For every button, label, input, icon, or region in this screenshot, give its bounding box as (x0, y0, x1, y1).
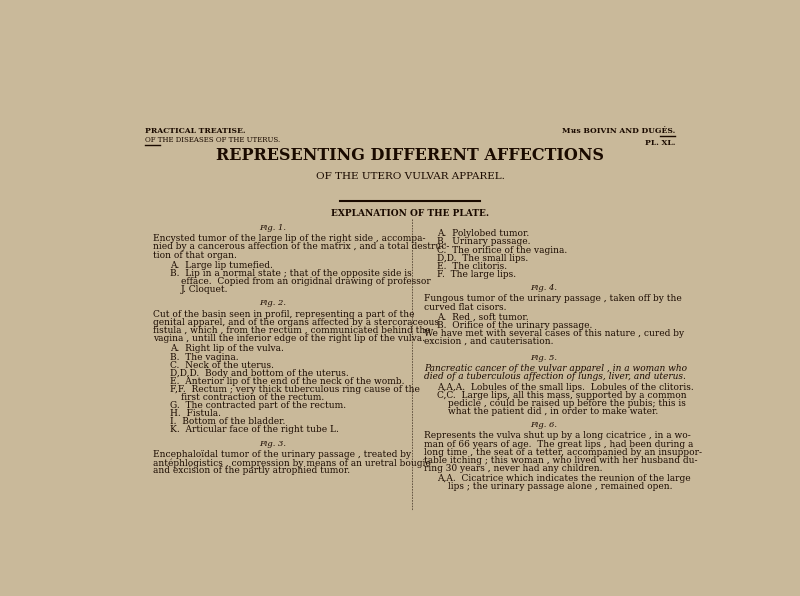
Text: A,A.  Cicatrice which indicates the reunion of the large: A,A. Cicatrice which indicates the reuni… (437, 474, 690, 483)
Text: E.  Anterior lip of the end of the neck of the womb.: E. Anterior lip of the end of the neck o… (170, 377, 404, 386)
Text: long time , the seat of a tetter, accompanied by an insuppor-: long time , the seat of a tetter, accomp… (424, 448, 702, 457)
Text: OF THE DISEASES OF THE UTERUS.: OF THE DISEASES OF THE UTERUS. (145, 136, 280, 144)
Text: Fig. 4.: Fig. 4. (530, 284, 558, 292)
Text: E.  The clitoris.: E. The clitoris. (437, 262, 507, 271)
Text: what the patient did , in order to make water.: what the patient did , in order to make … (448, 407, 658, 416)
Text: D,D,D.  Body and bottom of the uterus.: D,D,D. Body and bottom of the uterus. (170, 369, 349, 378)
Text: J. Cloquet.: J. Cloquet. (181, 285, 228, 294)
Text: Fig. 6.: Fig. 6. (530, 421, 558, 429)
Text: A.  Red , soft tumor.: A. Red , soft tumor. (437, 313, 529, 322)
Text: REPRESENTING DIFFERENT AFFECTIONS: REPRESENTING DIFFERENT AFFECTIONS (216, 147, 604, 164)
Text: Encephaloïdal tumor of the urinary passage , treated by: Encephaloïdal tumor of the urinary passa… (153, 450, 411, 459)
Text: C.  Neck of the uterus.: C. Neck of the uterus. (170, 361, 274, 370)
Text: Encysted tumor of the large lip of the right side , accompa-: Encysted tumor of the large lip of the r… (153, 234, 426, 243)
Text: tion of that organ.: tion of that organ. (153, 250, 237, 259)
Text: H.  Fistula.: H. Fistula. (170, 409, 221, 418)
Text: F,F.  Rectum ; very thick tuberculous ring cause of the: F,F. Rectum ; very thick tuberculous rin… (170, 385, 420, 394)
Text: Pancreatic cancer of the vulvar apparel , in a woman who: Pancreatic cancer of the vulvar apparel … (424, 364, 687, 373)
Text: We have met with several cases of this nature , cured by: We have met with several cases of this n… (424, 329, 684, 338)
Text: antéphlogistics , compression by means of an uretral bougie: antéphlogistics , compression by means o… (153, 458, 430, 467)
Text: PL. XL.: PL. XL. (645, 139, 675, 147)
Text: A,A,A.  Lobules of the small lips.  Lobules of the clitoris.: A,A,A. Lobules of the small lips. Lobule… (437, 383, 694, 392)
Text: Cut of the basin seen in profil, representing a part of the: Cut of the basin seen in profil, represe… (153, 310, 414, 319)
Text: A.  Right lip of the vulva.: A. Right lip of the vulva. (170, 344, 284, 353)
Text: efface.  Copied from an origidnal drawing of professor: efface. Copied from an origidnal drawing… (181, 277, 430, 286)
Text: and excision of the partly atrophied tumor.: and excision of the partly atrophied tum… (153, 466, 350, 475)
Text: C,C.  Large lips, all this mass, supported by a common: C,C. Large lips, all this mass, supporte… (437, 391, 686, 400)
Text: Represents the vulva shut up by a long cicatrice , in a wo-: Represents the vulva shut up by a long c… (424, 432, 690, 440)
Text: lips ; the urinary passage alone , remained open.: lips ; the urinary passage alone , remai… (448, 482, 673, 491)
Text: OF THE UTERO VULVAR APPAREL.: OF THE UTERO VULVAR APPAREL. (315, 172, 505, 181)
Text: B.  Urinary passage.: B. Urinary passage. (437, 237, 530, 247)
Text: table itching ; this woman , who lived with her husband du-: table itching ; this woman , who lived w… (424, 456, 698, 465)
Text: vagina , untill the inferior edge of the right lip of the vulva.: vagina , untill the inferior edge of the… (153, 334, 425, 343)
Text: F.  The large lips.: F. The large lips. (437, 270, 516, 279)
Text: died of a tuberculous affection of lungs, liver, and uterus.: died of a tuberculous affection of lungs… (424, 372, 686, 381)
Text: fistula , which , from the rectum , communicated behind the: fistula , which , from the rectum , comm… (153, 326, 430, 335)
Text: Mᴚs BOIVIN AND DUGÉS.: Mᴚs BOIVIN AND DUGÉS. (562, 127, 675, 135)
Text: Fig. 1.: Fig. 1. (259, 224, 286, 232)
Text: Fig. 2.: Fig. 2. (259, 299, 286, 308)
Text: genital apparel, and of the organs affected by a stercoraceous: genital apparel, and of the organs affec… (153, 318, 438, 327)
Text: ring 30 years , never had any children.: ring 30 years , never had any children. (424, 464, 602, 473)
Text: excision , and cauterisation.: excision , and cauterisation. (424, 337, 554, 346)
Text: Fig. 5.: Fig. 5. (530, 353, 558, 362)
Text: G.  The contracted part of the rectum.: G. The contracted part of the rectum. (170, 401, 346, 410)
Text: D,D.  The small lips.: D,D. The small lips. (437, 254, 528, 263)
Text: I.  Bottom of the bladder.: I. Bottom of the bladder. (170, 417, 285, 426)
Text: K.  Articular face of the right tube L.: K. Articular face of the right tube L. (170, 426, 338, 434)
Text: A.  Polylobed tumor.: A. Polylobed tumor. (437, 229, 530, 238)
Text: PRACTICAL TREATISE.: PRACTICAL TREATISE. (145, 127, 246, 135)
Text: B.  Lip in a normal state ; that of the opposite side is: B. Lip in a normal state ; that of the o… (170, 269, 411, 278)
Text: A.  Large lip tumefied.: A. Large lip tumefied. (170, 261, 273, 270)
Text: Fig. 3.: Fig. 3. (259, 440, 286, 448)
Text: Fungous tumor of the urinary passage , taken off by the: Fungous tumor of the urinary passage , t… (424, 294, 682, 303)
Text: B.  The vagina.: B. The vagina. (170, 353, 238, 362)
Text: B.  Orifice of the urinary passage.: B. Orifice of the urinary passage. (437, 321, 593, 330)
Text: curved flat cisors.: curved flat cisors. (424, 303, 506, 312)
Text: man of 66 years of age.  The great lips , had been during a: man of 66 years of age. The great lips ,… (424, 440, 694, 449)
Text: pedicle , could be raised up before the pubis; this is: pedicle , could be raised up before the … (448, 399, 686, 408)
Text: C.  The orifice of the vagina.: C. The orifice of the vagina. (437, 246, 567, 254)
Text: first contraction of the rectum.: first contraction of the rectum. (181, 393, 324, 402)
Text: EXPLANATION OF THE PLATE.: EXPLANATION OF THE PLATE. (331, 209, 489, 218)
Text: nied by a cancerous affection of the matrix , and a total destruc-: nied by a cancerous affection of the mat… (153, 243, 449, 252)
